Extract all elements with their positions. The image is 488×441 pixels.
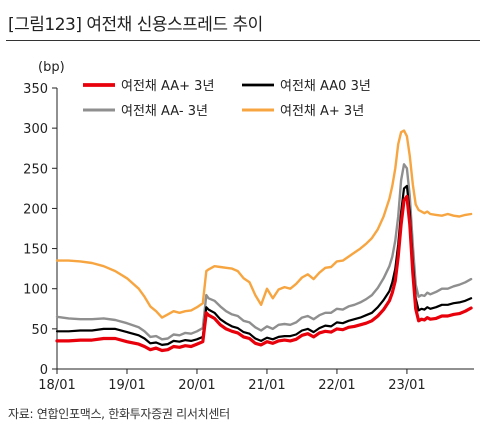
legend-label-3: 여전채 A+ 3년 [280,104,364,119]
legend-label-2: 여전채 AA- 3년 [121,104,208,119]
y-tick-label: 0 [40,363,48,378]
y-tick-label: 100 [23,283,48,298]
x-tick-label: 23/01 [388,378,425,393]
chart-axes: (bp) 0 50 100 150 200 250 300 350 18/01 19/01 20/01… [23,60,474,393]
series-line-2 [55,163,473,341]
y-tick-label: 200 [23,202,48,217]
chart-series [55,129,473,353]
source-note: 자료: 연합인포맥스, 한화투자증권 리서치센터 [8,407,230,421]
y-tick-label: 300 [23,122,48,137]
legend-label-0: 여전채 AA+ 3년 [121,79,214,94]
y-tick-label: 50 [31,323,48,338]
y-tick-label: 250 [23,162,48,177]
y-axis-unit: (bp) [38,60,65,75]
title-divider [6,40,480,41]
y-tick-label: 350 [23,82,48,97]
series-line-0 [55,194,473,353]
x-tick-label: 21/01 [248,378,285,393]
legend-label-1: 여전채 AA0 3년 [280,79,371,94]
x-tick-label: 19/01 [108,378,145,393]
y-tick-label: 150 [23,243,48,258]
x-tick-label: 22/01 [318,378,355,393]
x-tick-label: 18/01 [38,378,75,393]
figure-title: [그림123] 여전채 신용스프레드 추이 [8,15,263,35]
x-tick-label: 20/01 [178,378,215,393]
series-line-3 [55,129,473,319]
